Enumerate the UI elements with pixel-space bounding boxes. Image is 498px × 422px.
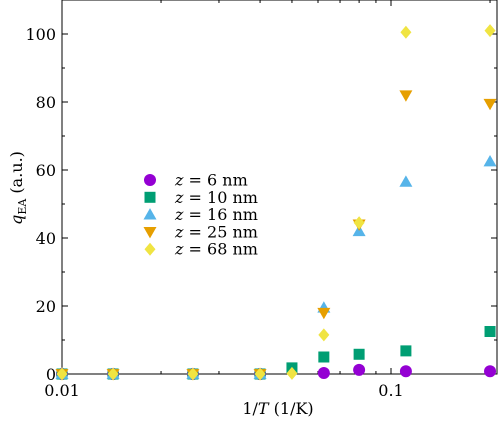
data-point [399,175,413,187]
legend-entry: z = 6 nm [144,171,248,190]
legend-label: z = 68 nm [174,240,258,259]
legend-label: z = 25 nm [174,222,258,241]
legend-marker [143,227,157,239]
legend: z = 6 nmz = 10 nmz = 16 nmz = 25 nmz = 6… [143,171,258,259]
series-5 [56,24,496,381]
y-tick-label: 20 [36,297,56,316]
legend-entry: z = 16 nm [143,205,258,224]
legend-label: z = 6 nm [174,171,248,190]
legend-marker [144,174,156,186]
data-point [317,366,330,379]
data-point [483,155,497,167]
y-tick-label: 80 [36,93,56,112]
y-tick-label: 40 [36,229,56,248]
data-point [483,98,497,111]
legend-entry: z = 10 nm [144,188,258,207]
series-1 [56,363,497,380]
data-point [353,348,365,360]
y-tick-label: 0 [46,365,56,384]
legend-marker [144,242,156,256]
data-point [400,345,412,357]
legend-entry: z = 68 nm [144,240,258,259]
data-point [318,351,330,363]
data-point [484,24,496,38]
data-point [317,307,331,320]
x-tick-label: 0.1 [378,381,403,400]
x-tick-label: 0.01 [44,381,80,400]
y-tick-label: 60 [36,161,56,180]
data-point [56,367,68,381]
data-point [400,25,412,39]
legend-label: z = 16 nm [174,205,258,224]
data-point [254,367,266,381]
data-point [484,365,497,378]
data-point [353,216,365,230]
data-point [318,328,330,342]
series-2 [56,326,496,380]
data-point [399,90,413,102]
data-marks [55,24,497,381]
data-point [286,366,298,380]
plot-frame [61,0,498,375]
y-tick-label: 100 [25,25,56,44]
data-point [187,367,199,381]
axis-ticks: 0 20 40 60 80 100 0.01 0.1 [25,0,497,400]
data-point [399,365,412,378]
data-point [353,363,366,376]
legend-entry: z = 25 nm [143,222,258,241]
x-axis-label: 1/T (1/K) [242,399,313,418]
legend-marker [144,191,156,203]
series-3 [55,155,497,379]
y-axis-label: qEA (a.u.) [7,151,29,225]
series-4 [55,90,497,381]
data-point [484,326,496,337]
legend-marker [143,208,157,220]
data-point [107,367,119,381]
legend-label: z = 10 nm [174,188,258,207]
